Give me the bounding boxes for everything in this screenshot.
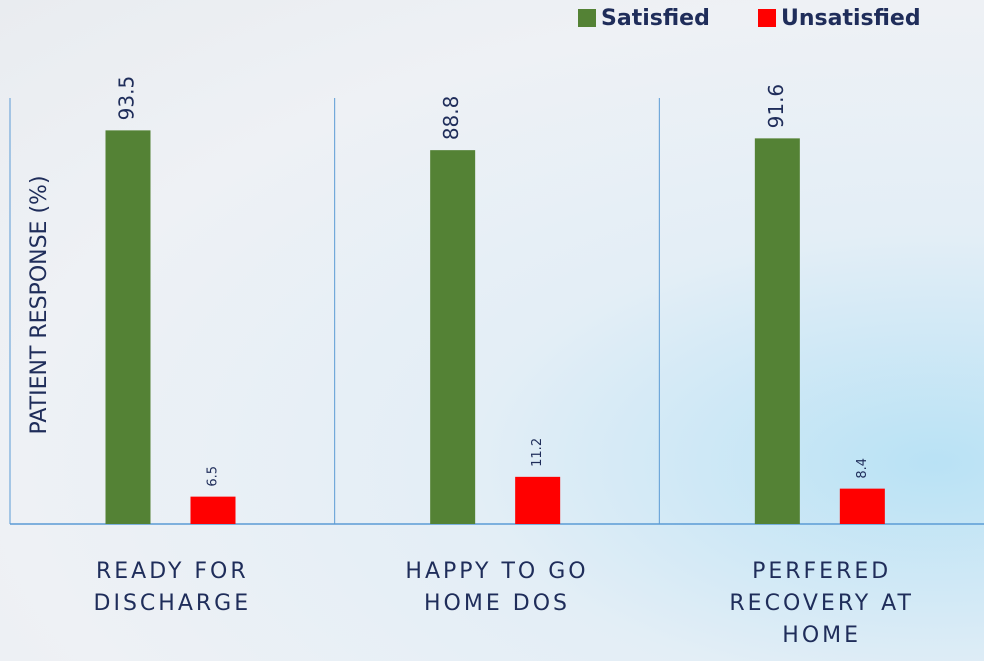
value-label: 8.4 bbox=[855, 458, 870, 479]
value-label: 93.5 bbox=[115, 76, 139, 121]
x-tick-label: PERFERED RECOVERY AT HOME bbox=[729, 559, 914, 648]
legend-swatch bbox=[758, 9, 776, 27]
x-tick-label: HAPPY TO GO HOME DOS bbox=[405, 559, 589, 616]
bar bbox=[839, 488, 885, 524]
legend-swatch bbox=[578, 9, 596, 27]
y-axis-label: PATIENT RESPONSE (%) bbox=[27, 175, 52, 434]
bar bbox=[430, 150, 476, 525]
value-label: 88.8 bbox=[439, 96, 463, 141]
value-label: 91.6 bbox=[764, 84, 788, 129]
legend-label: Unsatisfied bbox=[781, 6, 921, 31]
bar bbox=[515, 476, 561, 524]
x-tick-label: READY FOR DISCHARGE bbox=[93, 559, 252, 616]
value-label: 6.5 bbox=[206, 466, 221, 487]
value-label: 11.2 bbox=[530, 438, 545, 467]
bar bbox=[105, 130, 151, 525]
bar bbox=[190, 496, 236, 524]
legend-label: Satisfied bbox=[601, 6, 710, 31]
bar bbox=[754, 138, 800, 524]
